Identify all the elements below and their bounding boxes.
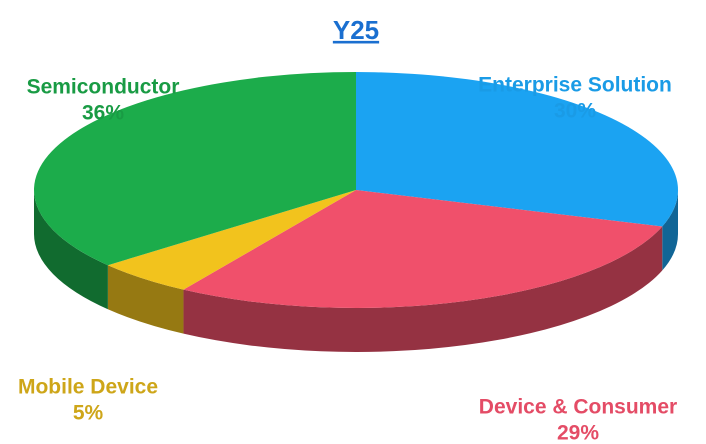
pie-slice: [356, 72, 678, 227]
slice-label: Mobile Device: [18, 376, 158, 399]
slice-label: Semiconductor: [27, 76, 180, 99]
slice-value-label: 36%: [82, 102, 124, 125]
pie-slice-side: [107, 265, 184, 334]
slice-value-label: 5%: [73, 402, 104, 425]
pie-slice: [107, 190, 356, 290]
chart-title: Y25: [333, 15, 379, 45]
pie-slice-side: [34, 190, 108, 310]
slice-label: Device & Consumer: [479, 396, 677, 419]
slice-label: Enterprise Solution: [478, 74, 672, 97]
pie-slice: [34, 72, 357, 266]
slice-value-label: 29%: [557, 422, 599, 444]
pie-slice-side: [662, 190, 678, 271]
pie-slice-side: [183, 226, 663, 353]
pie-slice: [183, 190, 663, 308]
slice-value-label: 30%: [554, 100, 596, 123]
